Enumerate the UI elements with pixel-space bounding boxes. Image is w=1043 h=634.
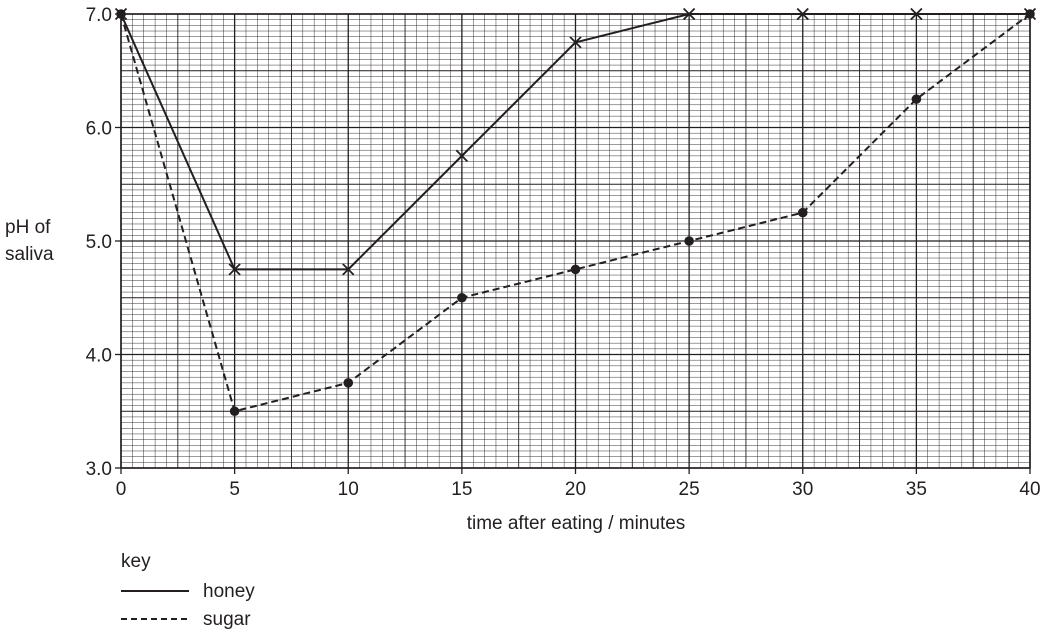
tick-labels: 0 5 10 15 20 25 30 35 40 3.0 4.0 5.0 6.0 7.0: [86, 5, 1041, 500]
y-tick-label: 6.0: [86, 119, 112, 140]
cross-stroke: [342, 263, 355, 276]
data-point-honey: [910, 7, 923, 21]
legend-title: key: [121, 551, 151, 572]
y-tick-label: 4.0: [86, 346, 112, 367]
data-point-sugar: [911, 94, 922, 104]
legend-label-honey: honey: [203, 581, 255, 602]
y-axis-title-line-1: pH of: [5, 217, 51, 238]
cross-stroke: [682, 7, 696, 21]
y-tick-label: 7.0: [86, 5, 112, 26]
data-point-sugar: [570, 264, 581, 275]
grid: [120, 13, 1031, 469]
x-tick-label: 30: [792, 479, 813, 500]
x-tick-label: 40: [1019, 479, 1040, 500]
x-tick-label: 0: [116, 479, 127, 500]
legend: key honey sugar: [121, 551, 255, 630]
y-tick-label: 3.0: [86, 459, 112, 480]
data-point-honey: [228, 263, 241, 276]
data-point-sugar: [1025, 9, 1035, 19]
data-point-sugar: [229, 406, 240, 417]
y-axis-title-line-2: saliva: [5, 244, 54, 265]
x-tick-label: 25: [679, 479, 700, 500]
data-point-sugar: [343, 378, 354, 388]
data-point-honey: [342, 263, 355, 276]
series-line-sugar: [120, 13, 1031, 413]
x-axis-title: time after eating / minutes: [467, 513, 686, 534]
data-point-sugar: [797, 207, 808, 218]
data-point-honey: [455, 149, 469, 163]
x-tick-label: 5: [229, 479, 240, 500]
x-tick-label: 10: [338, 479, 359, 500]
x-tick-label: 20: [565, 479, 586, 500]
data-point-honey: [682, 7, 696, 21]
y-tick-label: 5.0: [86, 232, 112, 253]
series-layer: [114, 7, 1037, 417]
cross-stroke: [455, 149, 469, 163]
data-point-honey: [796, 7, 809, 21]
x-tick-label: 15: [451, 479, 472, 500]
legend-label-sugar: sugar: [203, 609, 251, 630]
cross-stroke: [910, 7, 923, 21]
data-point-honey: [569, 36, 582, 49]
x-tick-label: 35: [906, 479, 927, 500]
data-point-sugar: [457, 292, 467, 303]
cross-stroke: [569, 36, 582, 49]
data-point-sugar: [684, 236, 694, 246]
cross-stroke: [228, 263, 241, 276]
cross-stroke: [796, 7, 809, 21]
